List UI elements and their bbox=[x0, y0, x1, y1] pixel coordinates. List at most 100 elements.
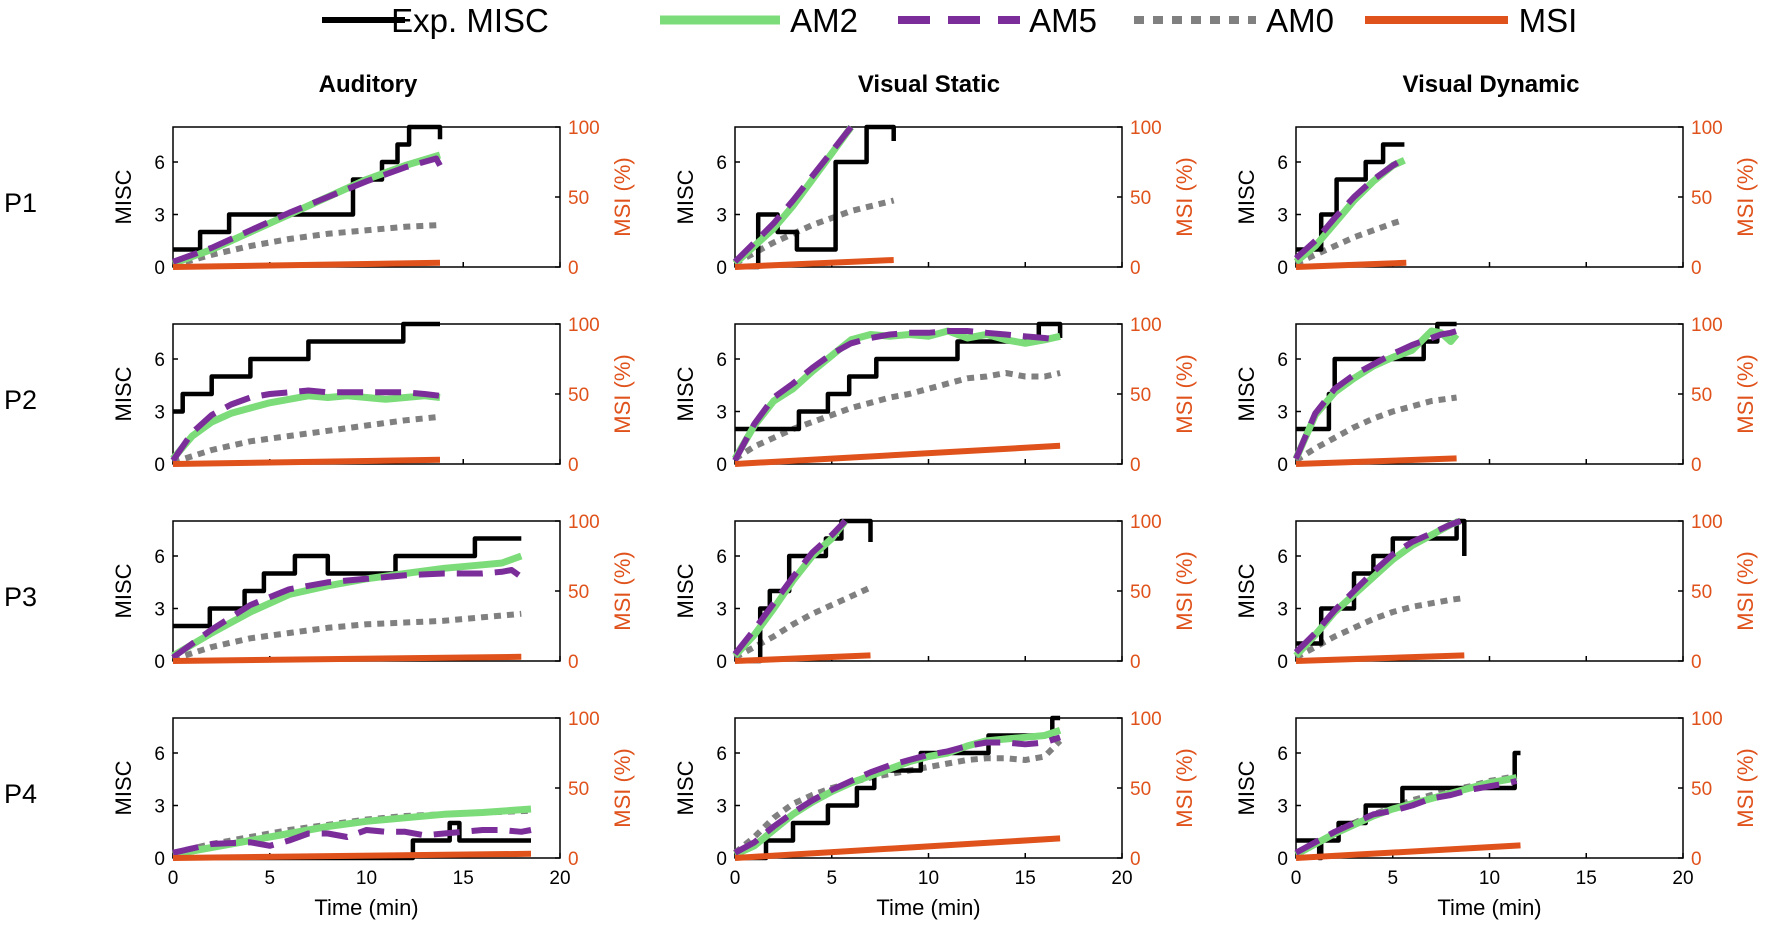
row-labels: P1 P2 P3 P4 bbox=[4, 188, 37, 809]
y-tick-label-left: 3 bbox=[1277, 403, 1288, 424]
row-label-P1: P1 bbox=[4, 188, 37, 218]
y-tick-label-right: 0 bbox=[1130, 455, 1141, 476]
series-group bbox=[1293, 517, 1467, 664]
column-title-1: Visual Static bbox=[858, 71, 1000, 98]
y-tick-label-right: 100 bbox=[1130, 118, 1162, 139]
axes-box bbox=[172, 520, 561, 662]
series-am5 bbox=[171, 567, 524, 660]
panel-P2-visual-dynamic: 0 3 6 0 50 100 MISC MSI (%) bbox=[1234, 315, 1758, 476]
legend-label-am0: AM0 bbox=[1266, 2, 1334, 39]
y-tick-label-left: 6 bbox=[716, 547, 727, 568]
y-tick-label-left: 0 bbox=[1277, 455, 1288, 476]
y-axis-label-right: MSI (%) bbox=[610, 354, 635, 433]
series-group bbox=[172, 805, 532, 861]
series-group bbox=[1292, 321, 1460, 467]
series-group bbox=[171, 124, 443, 270]
y-tick-label-right: 100 bbox=[568, 118, 600, 139]
y-axis-label-left: MISC bbox=[673, 366, 698, 421]
series-exp bbox=[1296, 142, 1405, 252]
x-tick-label: 15 bbox=[1576, 868, 1597, 889]
series-exp bbox=[735, 124, 896, 270]
y-tick-label-left: 0 bbox=[154, 849, 165, 870]
y-axis-label-right: MSI (%) bbox=[1172, 354, 1197, 433]
x-axis-label: Time (min) bbox=[314, 895, 418, 920]
series-am5 bbox=[1293, 518, 1462, 655]
x-tick-label: 5 bbox=[264, 868, 275, 889]
y-tick-label-right: 0 bbox=[568, 258, 579, 279]
y-tick-label-left: 3 bbox=[1277, 600, 1288, 621]
axes-box bbox=[1295, 323, 1684, 465]
x-tick-label: 20 bbox=[1672, 868, 1693, 889]
series-msi bbox=[172, 850, 532, 861]
y-tick-label-left: 3 bbox=[716, 206, 727, 227]
y-tick-label-right: 50 bbox=[568, 188, 589, 209]
y-tick-label-right: 50 bbox=[1130, 779, 1151, 800]
y-tick-label-right: 100 bbox=[568, 709, 600, 730]
y-tick-label-left: 3 bbox=[716, 797, 727, 818]
panel-P4-auditory: 0 3 6 0 50 100 0 5 10 15 20 Time (min) MISC MSI (%) bbox=[111, 709, 635, 920]
panel-P4-visual-static: 0 3 6 0 50 100 0 5 10 15 20 Time (min) MISC MSI (%) bbox=[673, 709, 1197, 920]
y-tick-label-right: 0 bbox=[568, 849, 579, 870]
y-tick-label-left: 3 bbox=[1277, 797, 1288, 818]
x-tick-label: 0 bbox=[1291, 868, 1302, 889]
series-am2 bbox=[170, 392, 441, 462]
series-am0 bbox=[1294, 394, 1458, 464]
y-tick-label-left: 6 bbox=[1277, 350, 1288, 371]
x-tick-label: 20 bbox=[549, 868, 570, 889]
y-tick-label-right: 100 bbox=[1691, 118, 1723, 139]
y-tick-label-left: 0 bbox=[716, 652, 727, 673]
y-tick-label-left: 0 bbox=[154, 652, 165, 673]
series-am0 bbox=[1294, 595, 1465, 661]
series-am5 bbox=[733, 734, 1062, 856]
y-tick-label-right: 0 bbox=[568, 652, 579, 673]
y-tick-label-left: 6 bbox=[154, 744, 165, 765]
legend-label-msi: MSI bbox=[1519, 2, 1578, 39]
series-am0 bbox=[733, 738, 1063, 856]
y-axis-label-right: MSI (%) bbox=[1733, 748, 1758, 827]
series-am5 bbox=[1294, 778, 1518, 856]
y-tick-label-left: 6 bbox=[154, 547, 165, 568]
x-tick-label: 0 bbox=[168, 868, 179, 889]
y-tick-label-right: 100 bbox=[1691, 709, 1723, 730]
y-tick-label-left: 6 bbox=[1277, 153, 1288, 174]
y-tick-label-right: 0 bbox=[1691, 849, 1702, 870]
legend: Exp. MISC AM2 AM5 AM0 MSI bbox=[322, 2, 1577, 39]
y-tick-label-left: 3 bbox=[154, 206, 165, 227]
series-group bbox=[1293, 142, 1407, 270]
y-tick-label-right: 0 bbox=[1691, 455, 1702, 476]
series-msi bbox=[1295, 652, 1465, 664]
x-tick-label: 15 bbox=[1015, 868, 1036, 889]
series-msi bbox=[172, 456, 441, 467]
panel-P4-visual-dynamic: 0 3 6 0 50 100 0 5 10 15 20 Time (min) MISC MSI (%) bbox=[1234, 709, 1758, 920]
series-exp bbox=[173, 124, 443, 252]
y-axis-label-right: MSI (%) bbox=[610, 551, 635, 630]
y-axis-label-right: MSI (%) bbox=[1172, 748, 1197, 827]
y-tick-label-left: 6 bbox=[716, 744, 727, 765]
y-tick-label-right: 50 bbox=[1691, 188, 1712, 209]
axes-box bbox=[734, 323, 1123, 465]
series-am0 bbox=[733, 197, 895, 267]
y-tick-label-left: 0 bbox=[1277, 849, 1288, 870]
axes-box bbox=[172, 126, 561, 268]
y-axis-label-left: MISC bbox=[111, 169, 136, 224]
y-axis-label-left: MISC bbox=[1234, 563, 1259, 618]
y-axis-label-left: MISC bbox=[673, 169, 698, 224]
y-tick-label-left: 6 bbox=[1277, 547, 1288, 568]
x-tick-label: 5 bbox=[826, 868, 837, 889]
series-am5 bbox=[1293, 155, 1406, 261]
series-msi bbox=[1295, 842, 1521, 861]
row-label-P3: P3 bbox=[4, 582, 37, 612]
y-tick-label-right: 100 bbox=[568, 512, 600, 533]
y-tick-label-right: 100 bbox=[568, 315, 600, 336]
axes-box bbox=[172, 717, 561, 859]
y-tick-label-right: 100 bbox=[1130, 315, 1162, 336]
series-exp bbox=[173, 536, 522, 629]
series-am0 bbox=[733, 370, 1061, 462]
x-tick-label: 0 bbox=[730, 868, 741, 889]
legend-label-exp: Exp. MISC bbox=[391, 2, 549, 39]
y-tick-label-right: 50 bbox=[1691, 385, 1712, 406]
series-group bbox=[171, 536, 524, 664]
series-am5 bbox=[732, 125, 854, 264]
column-title-0: Auditory bbox=[319, 71, 418, 98]
y-axis-label-right: MSI (%) bbox=[1733, 354, 1758, 433]
